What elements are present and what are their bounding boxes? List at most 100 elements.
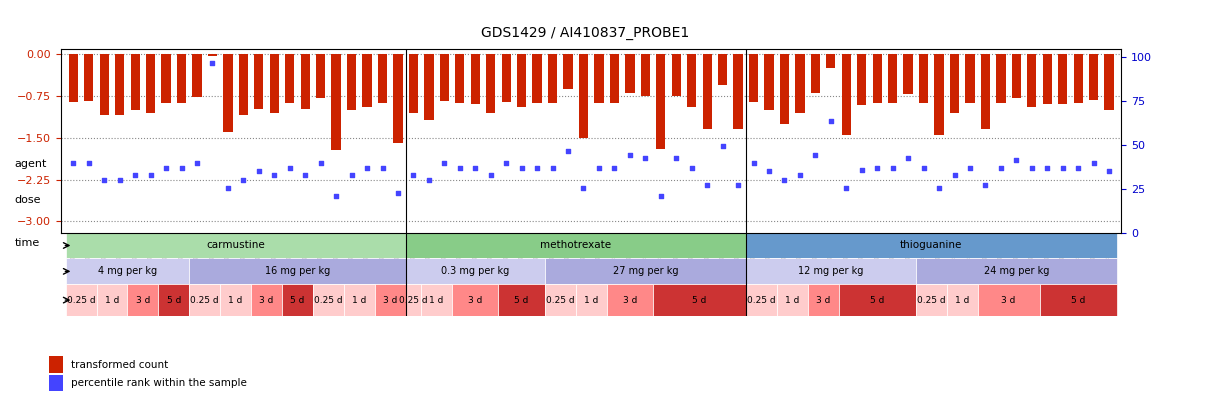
- Bar: [610, 54, 619, 103]
- Text: GDS1429 / AI410837_PROBE1: GDS1429 / AI410837_PROBE1: [482, 26, 689, 40]
- Point: [156, 165, 176, 171]
- Point: [419, 176, 439, 183]
- Point: [898, 155, 918, 161]
- Text: 3 d: 3 d: [816, 296, 830, 305]
- Text: 5 d: 5 d: [514, 296, 529, 305]
- Bar: [1104, 54, 1114, 110]
- Point: [141, 171, 161, 178]
- FancyBboxPatch shape: [915, 284, 947, 316]
- Bar: [68, 54, 78, 102]
- Bar: [996, 54, 1006, 103]
- Bar: [919, 54, 928, 103]
- Bar: [255, 54, 263, 109]
- Bar: [161, 54, 171, 103]
- Bar: [748, 54, 758, 102]
- Text: 12 mg per kg: 12 mg per kg: [798, 266, 863, 276]
- Bar: [486, 54, 495, 113]
- Point: [188, 160, 207, 166]
- Point: [589, 165, 608, 171]
- FancyBboxPatch shape: [575, 284, 607, 316]
- Bar: [471, 54, 480, 104]
- FancyBboxPatch shape: [452, 284, 499, 316]
- Point: [713, 143, 733, 149]
- Text: 3 d: 3 d: [1002, 296, 1015, 305]
- FancyBboxPatch shape: [189, 284, 221, 316]
- Text: time: time: [15, 238, 40, 248]
- Point: [450, 165, 469, 171]
- Point: [1100, 168, 1119, 175]
- Bar: [1074, 54, 1082, 103]
- Point: [945, 171, 964, 178]
- Bar: [517, 54, 527, 107]
- Point: [403, 171, 423, 178]
- Text: methotrexate: methotrexate: [540, 241, 611, 250]
- FancyBboxPatch shape: [66, 284, 96, 316]
- Point: [435, 160, 455, 166]
- Point: [295, 171, 315, 178]
- FancyBboxPatch shape: [221, 284, 251, 316]
- Point: [775, 176, 795, 183]
- FancyBboxPatch shape: [653, 284, 746, 316]
- Bar: [873, 54, 881, 103]
- FancyBboxPatch shape: [499, 284, 545, 316]
- Text: 1 d: 1 d: [429, 296, 444, 305]
- Text: 24 mg per kg: 24 mg per kg: [984, 266, 1050, 276]
- FancyBboxPatch shape: [545, 258, 746, 284]
- Bar: [362, 54, 372, 107]
- Point: [728, 181, 747, 188]
- FancyBboxPatch shape: [915, 258, 1117, 284]
- Text: 0.25 d: 0.25 d: [747, 296, 775, 305]
- Bar: [146, 54, 155, 113]
- FancyBboxPatch shape: [545, 284, 575, 316]
- Bar: [193, 54, 201, 96]
- Bar: [501, 54, 511, 102]
- Text: 3 d: 3 d: [383, 296, 397, 305]
- Bar: [223, 54, 233, 132]
- FancyBboxPatch shape: [66, 232, 406, 258]
- Bar: [811, 54, 820, 93]
- Point: [914, 165, 934, 171]
- Bar: [1042, 54, 1052, 104]
- FancyBboxPatch shape: [189, 258, 406, 284]
- Point: [373, 165, 393, 171]
- Point: [1053, 165, 1073, 171]
- Text: 27 mg per kg: 27 mg per kg: [613, 266, 678, 276]
- Text: 3 d: 3 d: [135, 296, 150, 305]
- Bar: [841, 54, 851, 135]
- Text: 1 d: 1 d: [584, 296, 599, 305]
- Bar: [1058, 54, 1068, 104]
- Bar: [795, 54, 805, 113]
- Text: 5 d: 5 d: [167, 296, 180, 305]
- Bar: [207, 54, 217, 56]
- FancyBboxPatch shape: [777, 284, 808, 316]
- Point: [512, 165, 531, 171]
- Text: 1 d: 1 d: [352, 296, 367, 305]
- Point: [249, 168, 268, 175]
- FancyBboxPatch shape: [746, 284, 777, 316]
- Point: [852, 166, 872, 173]
- Bar: [950, 54, 959, 113]
- Point: [95, 176, 115, 183]
- Point: [991, 165, 1011, 171]
- Bar: [935, 54, 944, 135]
- Point: [790, 171, 809, 178]
- Bar: [656, 54, 666, 149]
- Point: [635, 155, 655, 161]
- Bar: [718, 54, 728, 85]
- Point: [280, 165, 300, 171]
- Point: [265, 171, 284, 178]
- Bar: [688, 54, 696, 107]
- Bar: [965, 54, 975, 103]
- Text: carmustine: carmustine: [206, 241, 265, 250]
- Text: transformed count: transformed count: [71, 360, 168, 369]
- Point: [388, 190, 407, 196]
- Point: [311, 160, 330, 166]
- Bar: [424, 54, 434, 120]
- Bar: [84, 54, 94, 101]
- Bar: [115, 54, 124, 115]
- Point: [357, 165, 377, 171]
- Bar: [332, 54, 341, 150]
- Point: [218, 185, 238, 191]
- Point: [574, 185, 594, 191]
- Point: [759, 168, 779, 175]
